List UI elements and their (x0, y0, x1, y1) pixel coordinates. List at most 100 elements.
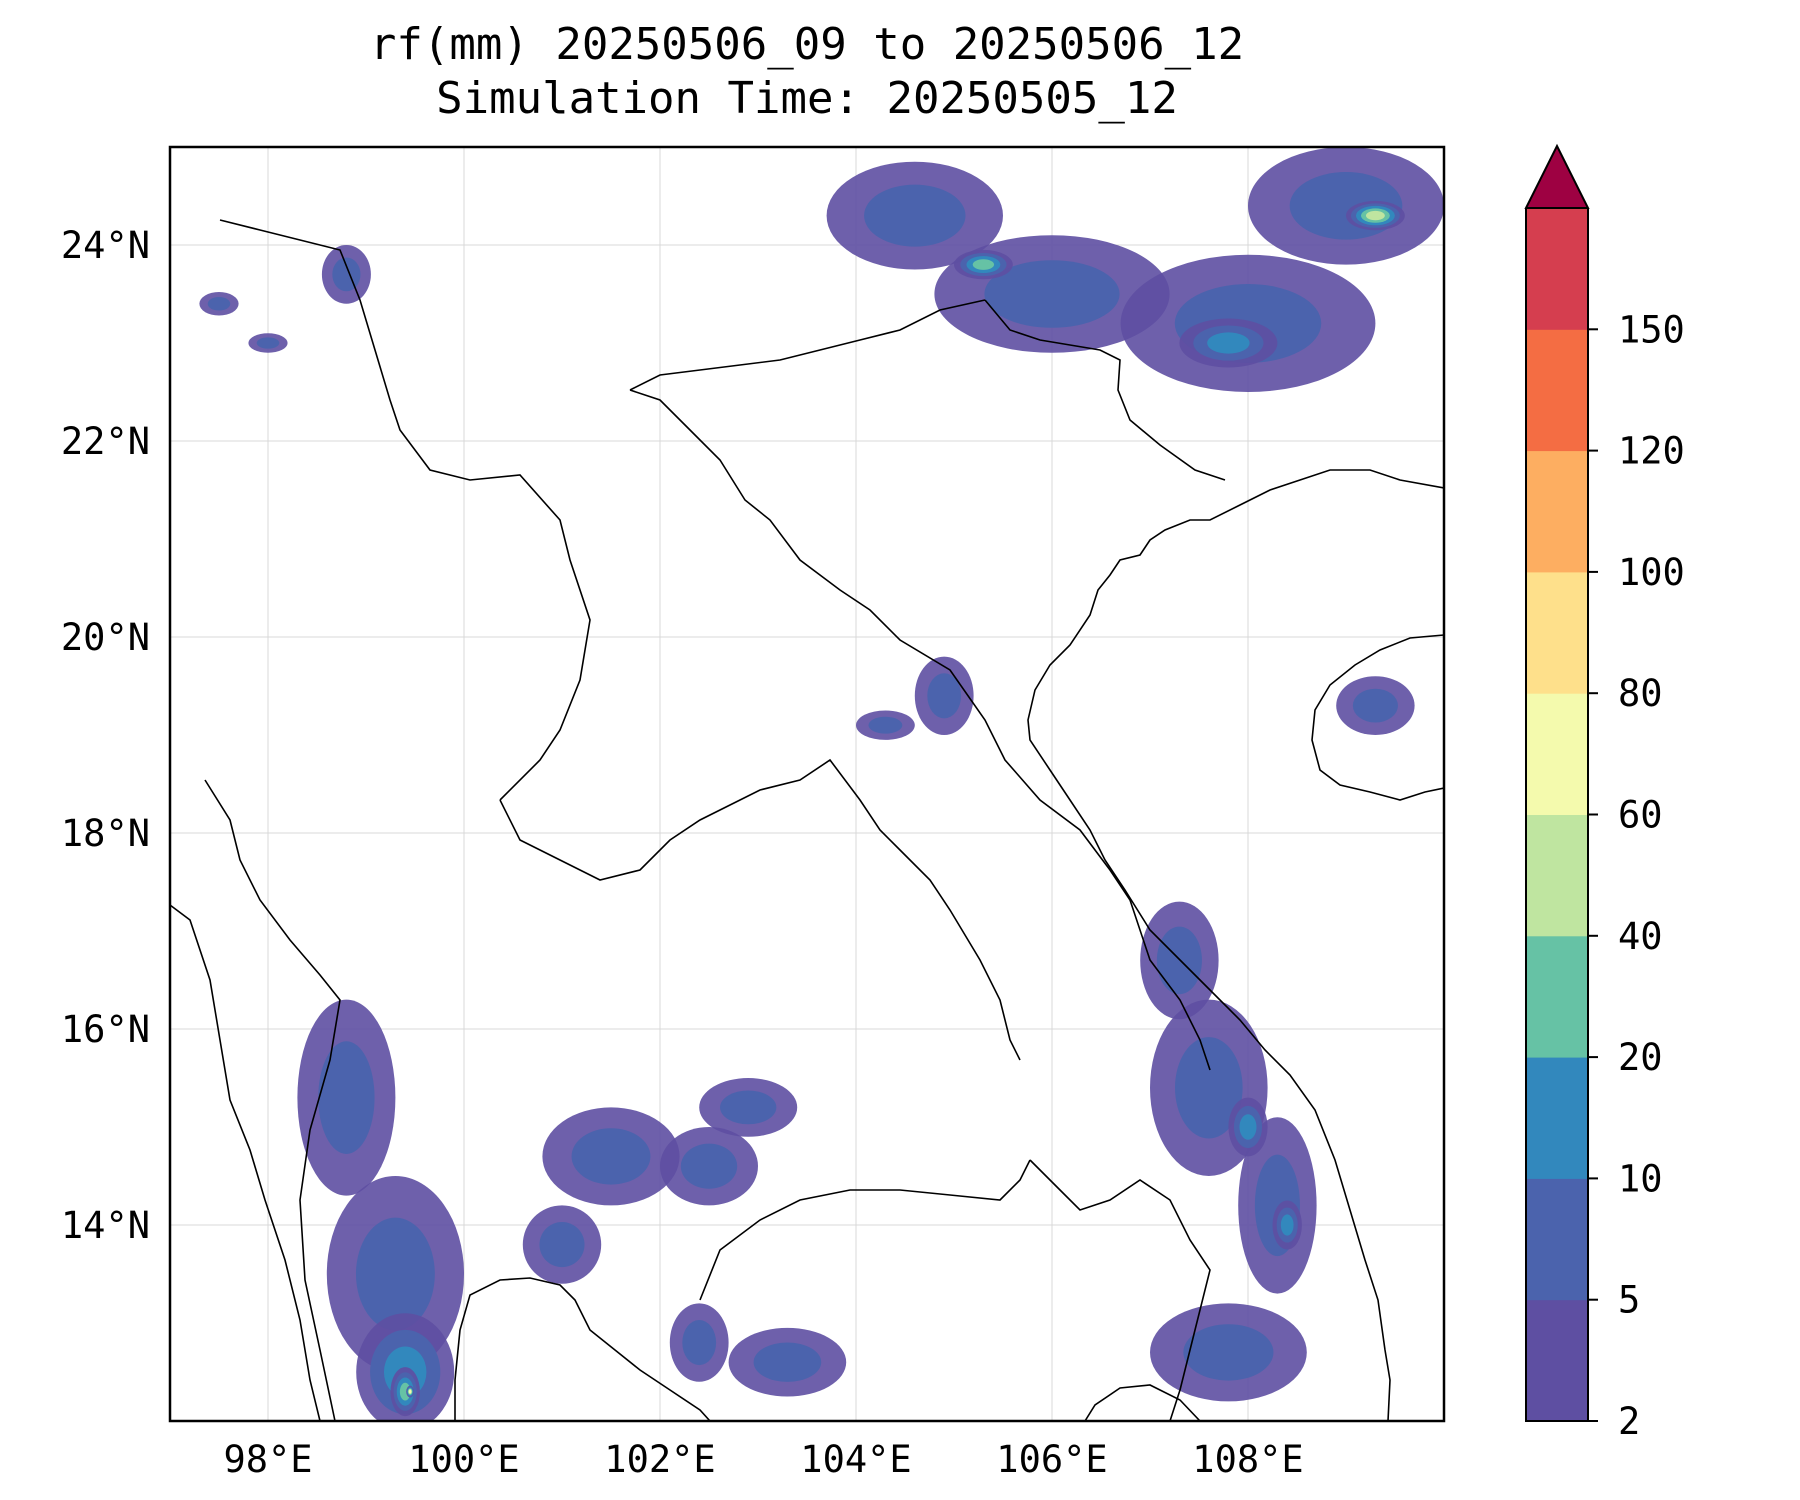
rain-contour-level-1 (1183, 1324, 1274, 1381)
colorbar-tick-label: 40 (1618, 915, 1663, 958)
x-tick-label: 102°E (604, 1438, 715, 1481)
rain-contour-level-1 (207, 297, 231, 311)
y-tick-label: 16°N (61, 1008, 150, 1051)
vietnam-china-border (984, 299, 1226, 481)
rain-region-central-highlands-core (1228, 1097, 1268, 1157)
figure-title: rf(mm) 20250506_09 to 20250506_12 Simula… (170, 18, 1444, 126)
rain-contour-level-1 (355, 1217, 435, 1331)
rain-region-north-vietnam-1 (914, 656, 974, 735)
rain-contour-level-2 (1280, 1214, 1294, 1236)
colorbar-tick-label: 60 (1618, 794, 1663, 837)
x-tick-label: 106°E (996, 1438, 1107, 1481)
gridlines (170, 147, 1444, 1421)
x-tick-label: 108°E (1192, 1438, 1303, 1481)
rain-contour-level-1 (753, 1342, 822, 1382)
colorbar-segment (1526, 1299, 1588, 1422)
rain-contour-level-1 (868, 716, 903, 734)
colorbar-tick-label: 150 (1618, 308, 1685, 351)
rainfall-layer (199, 147, 1444, 1421)
rain-contour-level-1 (680, 1143, 738, 1189)
rain-contour-level-1 (1174, 1037, 1243, 1139)
title-line-1: rf(mm) 20250506_09 to 20250506_12 (369, 19, 1245, 70)
myanmar-thai-border (219, 219, 591, 801)
rain-contour-level-1 (256, 337, 280, 349)
rain-contour-level-5 (408, 1389, 412, 1394)
colorbar-tick-label: 5 (1618, 1279, 1640, 1322)
colorbar-tick-label: 80 (1618, 672, 1663, 715)
colorbar-extend-triangle (1524, 143, 1590, 209)
rain-contour-level-1 (864, 184, 966, 247)
myanmar-coast (170, 904, 321, 1421)
colorbar-segment (1526, 571, 1588, 694)
rain-region-thai-west-peak (406, 1385, 415, 1398)
laos-china-border (629, 299, 986, 391)
rain-region-nw-scatter-1 (321, 245, 371, 304)
rain-contour-level-1 (720, 1090, 777, 1125)
colorbar-tick-label: 10 (1618, 1157, 1663, 1200)
map-frame (168, 145, 1446, 1423)
rain-region-south-china-core-3 (1179, 318, 1278, 368)
y-tick-label: 14°N (61, 1204, 150, 1247)
x-tick-label: 98°E (223, 1438, 312, 1481)
rain-region-cambodia-south (728, 1327, 847, 1397)
rain-contour-level-2 (1207, 332, 1250, 354)
colorbar-tick-label: 100 (1618, 551, 1685, 594)
colorbar-segment (1526, 693, 1588, 815)
rain-contour-level-1 (318, 1041, 375, 1154)
rain-contour-level-4 (1365, 210, 1385, 221)
x-tick-label: 100°E (408, 1438, 519, 1481)
rain-region-thai-central-4 (699, 1078, 798, 1137)
y-tick-label: 22°N (61, 420, 150, 463)
colorbar-segment (1526, 1178, 1588, 1301)
rain-region-thai-west-1 (297, 999, 396, 1196)
thai-cambodia-border (699, 1159, 1031, 1301)
rain-region-south-vietnam (1150, 1303, 1307, 1402)
title-line-2: Simulation Time: 20250505_12 (436, 73, 1178, 124)
vietnam-coastline (1027, 469, 1444, 1421)
y-tick-label: 24°N (61, 224, 150, 267)
rain-contour-level-1 (332, 257, 361, 292)
y-tick-label: 18°N (61, 812, 150, 855)
rain-region-hainan (1336, 676, 1415, 735)
rain-region-south-china-ne (1248, 147, 1444, 265)
rain-contour-level-1 (927, 673, 962, 719)
myanmar-west-border (204, 779, 341, 1421)
rain-contour-level-2 (1239, 1114, 1257, 1140)
colorbar-tick-label: 20 (1618, 1036, 1663, 1079)
rain-region-thai-central-2 (660, 1127, 758, 1206)
coastlines-borders (170, 219, 1444, 1421)
rain-region-nw-scatter-3 (248, 333, 288, 353)
rain-contour-level-1 (571, 1128, 651, 1185)
thai-coast (454, 1277, 711, 1421)
rain-region-nw-scatter-2 (199, 292, 239, 316)
rain-region-thai-west-core (390, 1367, 420, 1417)
colorbar-tick-label: 2 (1618, 1400, 1640, 1443)
hainan-coastline (1311, 634, 1444, 801)
thai-laos-mekong (499, 758, 1021, 1061)
colorbar-segment (1526, 329, 1588, 452)
rain-region-north-vietnam-2 (856, 710, 915, 740)
rain-region-south-china-core-2 (1346, 200, 1405, 231)
rain-region-thai-central-1 (542, 1107, 680, 1206)
gulf-of-thailand-coast (1084, 1384, 1201, 1421)
colorbar-segment (1526, 208, 1588, 330)
rain-contour-level-1 (539, 1222, 585, 1268)
rain-region-central-highlands-core-2 (1272, 1200, 1302, 1250)
rain-region-south-china-core-1 (954, 249, 1013, 280)
rain-region-south-china-band-west (826, 161, 1003, 270)
rain-region-cambodia-sw (669, 1303, 729, 1382)
colorbar-segment (1526, 1057, 1588, 1179)
colorbar-segment (1526, 450, 1588, 573)
rain-contour-level-3 (972, 259, 995, 270)
rain-contour-level-1 (1352, 688, 1398, 723)
rain-contour-level-1 (682, 1320, 717, 1366)
colorbar-tick-label: 120 (1618, 430, 1685, 473)
colorbar-segment (1526, 935, 1588, 1058)
laos-vietnam-border (629, 389, 1211, 1071)
rain-contour-level-1 (984, 260, 1120, 328)
colorbar-segment (1526, 814, 1588, 937)
colorbar: 2 5 10 20 40 60 80 100 120 150 (1524, 143, 1685, 1443)
y-tick-label: 20°N (61, 616, 150, 659)
longitude-axis: 98°E 100°E 102°E 104°E 106°E 108°E (223, 1438, 1303, 1481)
